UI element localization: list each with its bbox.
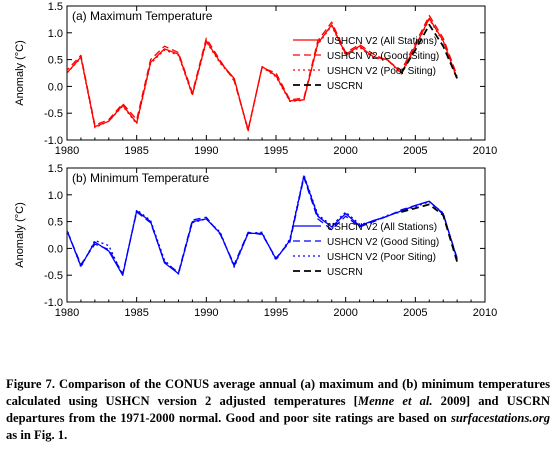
x-tick-label: 2005 <box>403 307 427 319</box>
legend-label: USHCN V2 (All Stations) <box>327 222 437 233</box>
x-tick-label: 1985 <box>124 145 148 157</box>
x-tick-label: 2000 <box>333 145 357 157</box>
y-axis-label: Anomaly (°C) <box>14 40 26 106</box>
figure: 1980 1985 1990 1995 2000 2005 2010 -1.0 -0.5 0.0 0… <box>14 1 497 319</box>
y-tick-label: 1.5 <box>48 1 63 13</box>
x-tick-label: 1980 <box>55 145 79 157</box>
x-tick-label: 1985 <box>124 307 148 319</box>
y-axis-label: Anomaly (°C) <box>14 202 26 268</box>
series-line-4 <box>400 23 458 79</box>
legend-label: USHCN V2 (All Stations) <box>327 36 437 47</box>
y-tick-label: 0.0 <box>48 81 63 93</box>
y-tick-label: 0.5 <box>48 55 63 67</box>
legend-label: USCRN <box>327 267 363 278</box>
panel-title: (a) Maximum Temperature <box>72 9 213 23</box>
legend: USHCN V2 (All Stations) USHCN V2 (Good Si… <box>293 222 439 278</box>
series-line-4 <box>401 203 458 263</box>
x-tick-label: 1995 <box>264 307 288 319</box>
y-tick-label: 1.0 <box>48 190 63 202</box>
panel-minimum: 1980 1985 1990 1995 2000 2005 2010 -1.0 -0.5 0.0 0… <box>14 163 497 319</box>
x-tick-label: 1995 <box>264 145 288 157</box>
y-tick-label: 0.0 <box>48 243 63 255</box>
y-tick-label: 0.5 <box>48 217 63 229</box>
y-tick-label: 1.0 <box>48 28 63 40</box>
y-tick-label: 1.5 <box>48 163 63 175</box>
x-tick-label: 1980 <box>55 307 79 319</box>
x-tick-label: 2005 <box>403 145 427 157</box>
panel-maximum: 1980 1985 1990 1995 2000 2005 2010 -1.0 -0.5 0.0 0… <box>14 1 497 157</box>
y-tick-label: -1.0 <box>44 297 63 309</box>
legend-label: USCRN <box>327 81 363 92</box>
legend: USHCN V2 (All Stations) USHCN V2 (Good Si… <box>293 36 439 92</box>
x-tick-label: 2010 <box>473 145 497 157</box>
caption-lead: Figure 7. Comparison of the CONUS averag… <box>6 377 550 408</box>
x-tick-label: 2010 <box>473 307 497 319</box>
legend-label: USHCN V2 (Poor Siting) <box>327 252 436 263</box>
figure-caption: Figure 7. Comparison of the CONUS averag… <box>6 376 550 444</box>
x-tick-label: 2000 <box>333 307 357 319</box>
series-group <box>67 174 458 276</box>
caption-site-name: surfacestations.org <box>450 411 550 425</box>
caption-citation-name: Menne et al. <box>357 394 433 408</box>
legend-label: USHCN V2 (Good Siting) <box>327 51 439 62</box>
x-tick-label: 1990 <box>194 145 218 157</box>
caption-citation-year: 2009] and USCRN departures from the 1971… <box>6 394 551 425</box>
y-tick-label: -0.5 <box>44 108 63 120</box>
y-tick-label: -0.5 <box>44 270 63 282</box>
x-tick-label: 1990 <box>194 307 218 319</box>
y-tick-label: -1.0 <box>44 135 63 147</box>
series-line-2 <box>67 14 458 130</box>
series-group <box>67 14 458 133</box>
legend-label: USHCN V2 (Good Siting) <box>327 237 439 248</box>
legend-label: USHCN V2 (Poor Siting) <box>327 66 436 77</box>
plot-frame <box>66 167 486 303</box>
panel-title: (b) Minimum Temperature <box>72 171 209 185</box>
caption-tail: as in Fig. 1. <box>6 428 68 442</box>
series-line-2 <box>67 176 458 275</box>
